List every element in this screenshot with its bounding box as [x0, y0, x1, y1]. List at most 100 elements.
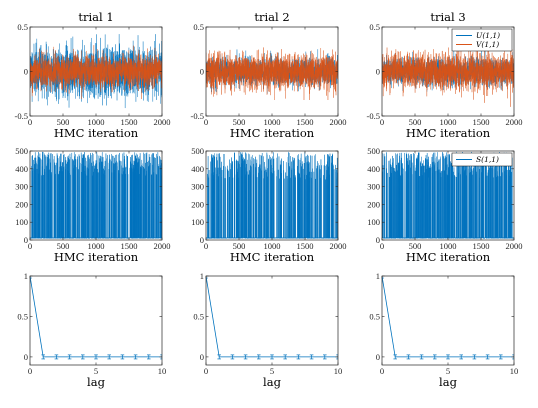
acf-point	[81, 354, 85, 360]
y-tick-label: 300	[191, 182, 204, 192]
subplot-acf-trial-3: 0 5 10 0 0.5 1 lag	[369, 271, 518, 389]
acf-point	[419, 354, 424, 360]
x-tick-label: 0	[28, 117, 32, 127]
x-tick-label: 0	[28, 241, 32, 251]
axes-box	[205, 275, 339, 366]
y-tick-label: 0.5	[369, 311, 380, 321]
x-axis-label: lag	[263, 375, 282, 389]
acf-point	[323, 354, 327, 360]
plot-area	[382, 276, 514, 360]
x-tick-label: 5	[94, 366, 98, 376]
y-tick-label: 500	[367, 146, 380, 156]
y-tick-label: 0.5	[193, 22, 204, 32]
legend-entry: V(1,1)	[476, 40, 499, 49]
x-tick-label: 0	[380, 117, 384, 127]
y-tick-label: 0	[376, 67, 380, 77]
acf-point	[406, 354, 411, 360]
legend: S(1,1)	[451, 152, 513, 167]
acf-point	[107, 354, 111, 360]
x-tick-label: 500	[233, 117, 246, 127]
acf-point	[433, 354, 437, 360]
plot-area	[206, 47, 338, 101]
acf-point	[41, 354, 45, 360]
y-tick-label: 200	[367, 199, 380, 209]
y-tick-label: 1	[376, 271, 380, 281]
plot-area	[206, 276, 338, 360]
y-tick-label: 0	[200, 67, 204, 77]
y-tick-label: 0	[376, 235, 380, 245]
subplot-title: trial 1	[78, 10, 113, 24]
y-tick-label: -0.5	[191, 111, 204, 121]
x-tick-label: 0	[380, 366, 384, 376]
y-tick-label: 100	[191, 217, 204, 227]
x-tick-label: 1000	[264, 117, 281, 127]
x-tick-label: 2000	[330, 117, 347, 127]
x-tick-label: 2000	[506, 241, 523, 251]
x-axis-label: HMC iteration	[54, 250, 139, 264]
series-V-1-1-line	[206, 47, 338, 101]
legend: U(1,1)V(1,1)	[451, 28, 513, 52]
series-V-1-1-line	[30, 44, 162, 100]
x-tick-label: 1500	[297, 241, 314, 251]
acf-point	[147, 354, 151, 360]
x-axis-label: HMC iteration	[406, 126, 491, 140]
plot-area	[382, 44, 514, 108]
acf-point	[94, 354, 98, 360]
x-tick-label: 1000	[440, 117, 457, 127]
y-tick-label: 0	[376, 352, 380, 362]
x-tick-label: 10	[158, 366, 167, 376]
acf-point	[243, 354, 248, 360]
y-tick-label: 0.5	[17, 311, 28, 321]
x-tick-label: 2000	[330, 241, 347, 251]
y-tick-label: 200	[15, 199, 28, 209]
y-tick-label: 0	[24, 352, 28, 362]
series-acf-line	[30, 276, 162, 358]
axes-box	[381, 275, 515, 366]
x-tick-label: 0	[204, 241, 208, 251]
x-tick-label: 0	[28, 366, 32, 376]
y-tick-label: 0.5	[369, 22, 380, 32]
y-tick-label: 0	[24, 235, 28, 245]
y-tick-label: 0	[200, 235, 204, 245]
acf-point	[120, 354, 125, 360]
y-tick-label: 400	[191, 164, 204, 174]
x-tick-label: 5	[270, 366, 274, 376]
acf-point	[206, 276, 208, 279]
x-tick-label: 500	[409, 117, 422, 127]
acf-point	[446, 354, 450, 360]
x-tick-label: 0	[204, 117, 208, 127]
acf-point	[512, 354, 514, 360]
y-tick-label: 0.5	[17, 22, 28, 32]
acf-point	[54, 354, 59, 360]
x-tick-label: 500	[57, 117, 70, 127]
acf-point	[257, 354, 261, 360]
legend-box	[451, 28, 513, 52]
legend-entry: S(1,1)	[476, 155, 499, 164]
y-tick-label: 1	[24, 271, 28, 281]
legend-entry: U(1,1)	[476, 31, 500, 40]
x-tick-label: 0	[380, 241, 384, 251]
x-tick-label: 2000	[154, 117, 171, 127]
y-tick-label: 100	[367, 217, 380, 227]
acf-point	[30, 276, 32, 279]
y-tick-label: 400	[15, 164, 28, 174]
y-tick-label: 300	[15, 182, 28, 192]
x-axis-label: HMC iteration	[54, 126, 139, 140]
x-tick-label: 1500	[473, 241, 490, 251]
subplot-title: trial 2	[254, 10, 289, 24]
x-tick-label: 500	[57, 241, 70, 251]
series-acf-line	[382, 276, 514, 358]
acf-point	[160, 354, 162, 360]
series-S-1-1-line	[206, 151, 338, 240]
acf-point	[309, 354, 314, 360]
acf-point	[217, 354, 221, 360]
acf-point	[499, 354, 503, 360]
acf-point	[270, 354, 274, 360]
y-tick-label: 500	[191, 146, 204, 156]
subplot-acf-trial-2: 0 5 10 0 0.5 1 lag	[193, 271, 342, 389]
x-tick-label: 500	[233, 241, 246, 251]
x-tick-label: 1000	[440, 241, 457, 251]
